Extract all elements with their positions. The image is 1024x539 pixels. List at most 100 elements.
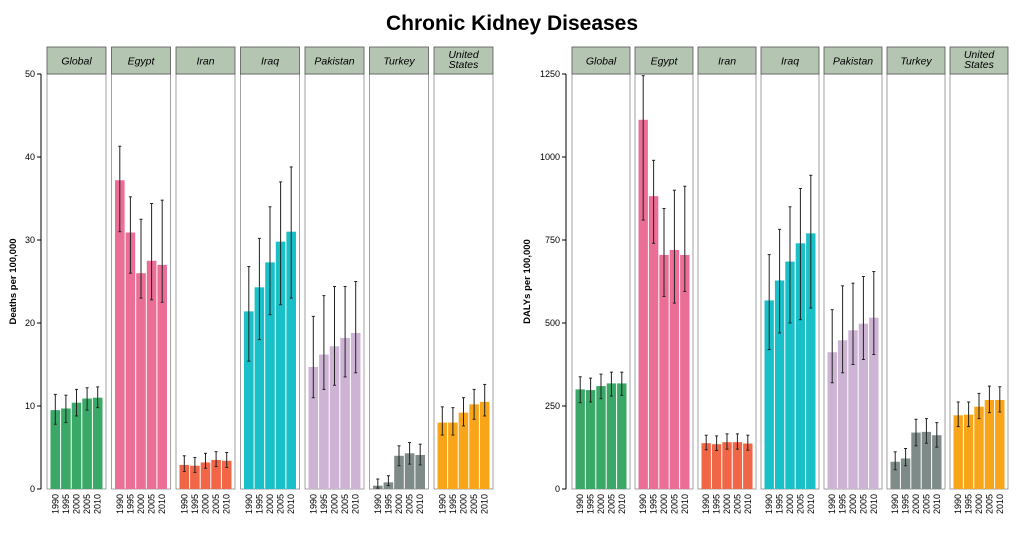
deaths-panel-global-bar-2000 xyxy=(71,402,82,489)
deaths-panel-united-states-x-tick-label: 2010 xyxy=(480,494,490,514)
dalys-panel-egypt-x-tick-label: 2000 xyxy=(659,494,669,514)
deaths-y-tick-label: 0 xyxy=(30,484,35,494)
dalys-panel-pakistan-x-tick-label: 2000 xyxy=(848,494,858,514)
dalys-panel-egypt-strip xyxy=(634,46,694,75)
deaths-panel-united-states-bar-2000 xyxy=(458,412,469,489)
deaths-panel-iran-x-tick-label: 1995 xyxy=(190,494,200,514)
dalys-panel-turkey-strip xyxy=(886,46,946,75)
dalys-panel-egypt-x-tick-label: 1995 xyxy=(649,494,659,514)
deaths-panel-pakistan-x-tick-label: 2000 xyxy=(330,494,340,514)
deaths-panel-global-bar-1990 xyxy=(50,410,61,489)
deaths-panel-pakistan-strip xyxy=(304,46,365,75)
dalys-panel-global-x-tick-label: 2000 xyxy=(596,494,606,514)
deaths-panel-egypt-x-tick-label: 2010 xyxy=(157,494,167,514)
deaths-panel-iraq-bar-1990 xyxy=(244,311,254,489)
deaths-panel-united-states-bar-2005 xyxy=(469,404,479,489)
dalys-panel-turkey-bar-2000 xyxy=(911,432,921,489)
dalys-y-tick-label: 750 xyxy=(545,235,560,245)
dalys-panel-egypt-bar-2010 xyxy=(680,254,690,489)
dalys-panel-united-states-bar-1995 xyxy=(963,414,974,489)
deaths-panel-iran-strip-label: Iran xyxy=(196,56,214,68)
dalys-y-axis-label: DALYs per 100,000 xyxy=(522,239,533,324)
dalys-panel-iran-frame xyxy=(697,73,757,490)
dalys-panel-egypt-bar-2000 xyxy=(659,254,669,489)
dalys-panel-global-bar-1995 xyxy=(585,390,596,489)
dalys-panel-iraq-x-tick-label: 2005 xyxy=(795,494,805,514)
dalys-panel-iraq-strip-label: Iraq xyxy=(781,56,799,68)
dalys-panel-pakistan-bar-1995 xyxy=(837,340,848,489)
deaths-panel-egypt-x-tick-label: 1990 xyxy=(115,494,125,514)
deaths-panel-iran-frame xyxy=(175,73,236,490)
dalys-panel-global-x-tick-label: 2010 xyxy=(617,494,627,514)
dalys-panel-egypt-x-tick-label: 2005 xyxy=(669,494,679,514)
dalys-panel-iraq-bar-2000 xyxy=(785,261,795,489)
dalys-panel-iran-x-tick-label: 2000 xyxy=(722,494,732,514)
dalys-y-tick-label: 0 xyxy=(555,484,560,494)
deaths-panel-iran-strip xyxy=(175,46,236,75)
deaths-panel-iraq-bar-2010 xyxy=(286,231,296,489)
dalys-panel-egypt-x-tick-label: 1990 xyxy=(638,494,648,514)
dalys-panel-iraq-x-tick-label: 2010 xyxy=(806,494,816,514)
dalys-panel-pakistan-bar-2005 xyxy=(858,323,869,489)
dalys-panel-pakistan-bar-2000 xyxy=(848,330,858,489)
dalys-panel-iraq-x-tick-label: 1995 xyxy=(775,494,785,514)
dalys-panel-egypt-bar-2005 xyxy=(669,249,680,489)
dalys-panel-iraq-strip xyxy=(760,46,820,75)
dalys-panel-global-bar-2010 xyxy=(617,383,627,489)
deaths-y-tick-label: 10 xyxy=(25,401,35,411)
deaths-panel-pakistan-x-tick-label: 2010 xyxy=(351,494,361,514)
deaths-panel-egypt-strip xyxy=(111,46,171,75)
deaths-panel-global-x-tick-label: 2000 xyxy=(72,494,82,514)
deaths-y-tick-label: 50 xyxy=(25,69,35,79)
dalys-panel-united-states-x-tick-label: 1995 xyxy=(964,494,974,514)
dalys-panel-iraq-x-tick-label: 2000 xyxy=(785,494,795,514)
deaths-panel-global-x-tick-label: 2010 xyxy=(93,494,103,514)
dalys-panel-pakistan-bar-2010 xyxy=(869,317,879,489)
deaths-panel-egypt-bar-2000 xyxy=(136,273,146,489)
dalys-panel-global-bar-1990 xyxy=(575,389,585,489)
dalys-panel-united-states-bar-2005 xyxy=(984,400,995,489)
dalys-panel-iran-x-tick-label: 1995 xyxy=(712,494,722,514)
dalys-panel-united-states-x-tick-label: 1990 xyxy=(953,494,963,514)
dalys-panel-iraq-x-tick-label: 1990 xyxy=(764,494,774,514)
dalys-panel-iran-strip-label: Iran xyxy=(718,56,736,68)
dalys-panel-turkey-strip-label: Turkey xyxy=(900,56,932,68)
dalys-panel-united-states-strip-label: United xyxy=(964,49,996,61)
dalys-panel-iran-bar-2010 xyxy=(743,443,753,489)
deaths-panel-iran-x-tick-label: 2005 xyxy=(211,494,221,514)
dalys-panel-egypt-strip-label: Egypt xyxy=(651,56,679,68)
deaths-panel-iraq-x-tick-label: 2005 xyxy=(276,494,286,514)
dalys-panel-global-strip-label: Global xyxy=(586,56,617,68)
deaths-panel-united-states-bar-2010 xyxy=(479,401,490,489)
dalys-panel-turkey-bar-1995 xyxy=(900,458,911,489)
dalys-panel-pakistan-x-tick-label: 1995 xyxy=(838,494,848,514)
dalys-panel-united-states-bar-1990 xyxy=(953,415,963,489)
deaths-panel-turkey-bar-2005 xyxy=(404,453,415,489)
dalys-panel-iran-bar-2005 xyxy=(732,442,743,489)
deaths-panel-iran-x-tick-label: 2000 xyxy=(201,494,211,514)
deaths-panel-turkey-x-tick-label: 2005 xyxy=(405,494,415,514)
dalys-panel-pakistan-strip-label: Pakistan xyxy=(833,56,873,68)
deaths-panel-iraq-x-tick-label: 1990 xyxy=(244,494,254,514)
dalys-panel-united-states-x-tick-label: 2010 xyxy=(995,494,1005,514)
deaths-panel-iraq-bar-2000 xyxy=(265,262,275,489)
dalys-panel-iraq-bar-2005 xyxy=(795,243,806,489)
deaths-panel-iraq-strip xyxy=(240,46,300,75)
deaths-panel-united-states-bar-1990 xyxy=(437,422,448,489)
deaths-y-axis-label: Deaths per 100,000 xyxy=(8,238,19,324)
deaths-panel-iraq-bar-2005 xyxy=(275,241,286,489)
dalys-panel-united-states-bar-2010 xyxy=(995,400,1005,489)
deaths-panel-pakistan-strip-label: Pakistan xyxy=(314,56,354,68)
deaths-panel-global-bar-2005 xyxy=(82,398,92,489)
deaths-panel-egypt-bar-1990 xyxy=(115,180,125,490)
deaths-panel-iran-x-tick-label: 2010 xyxy=(222,494,232,514)
dalys-panel-iran-bar-1990 xyxy=(701,443,711,489)
deaths-panel-turkey-frame xyxy=(369,73,429,490)
deaths-panel-united-states-x-tick-label: 1990 xyxy=(437,494,447,514)
dalys-panel-global-strip xyxy=(571,46,631,75)
deaths-panel-united-states-strip-label: United xyxy=(448,49,480,61)
dalys-panel-pakistan-bar-1990 xyxy=(827,352,837,489)
dalys-panel-pakistan-x-tick-label: 2005 xyxy=(858,494,868,514)
dalys-panel-turkey-bar-2010 xyxy=(932,435,942,489)
